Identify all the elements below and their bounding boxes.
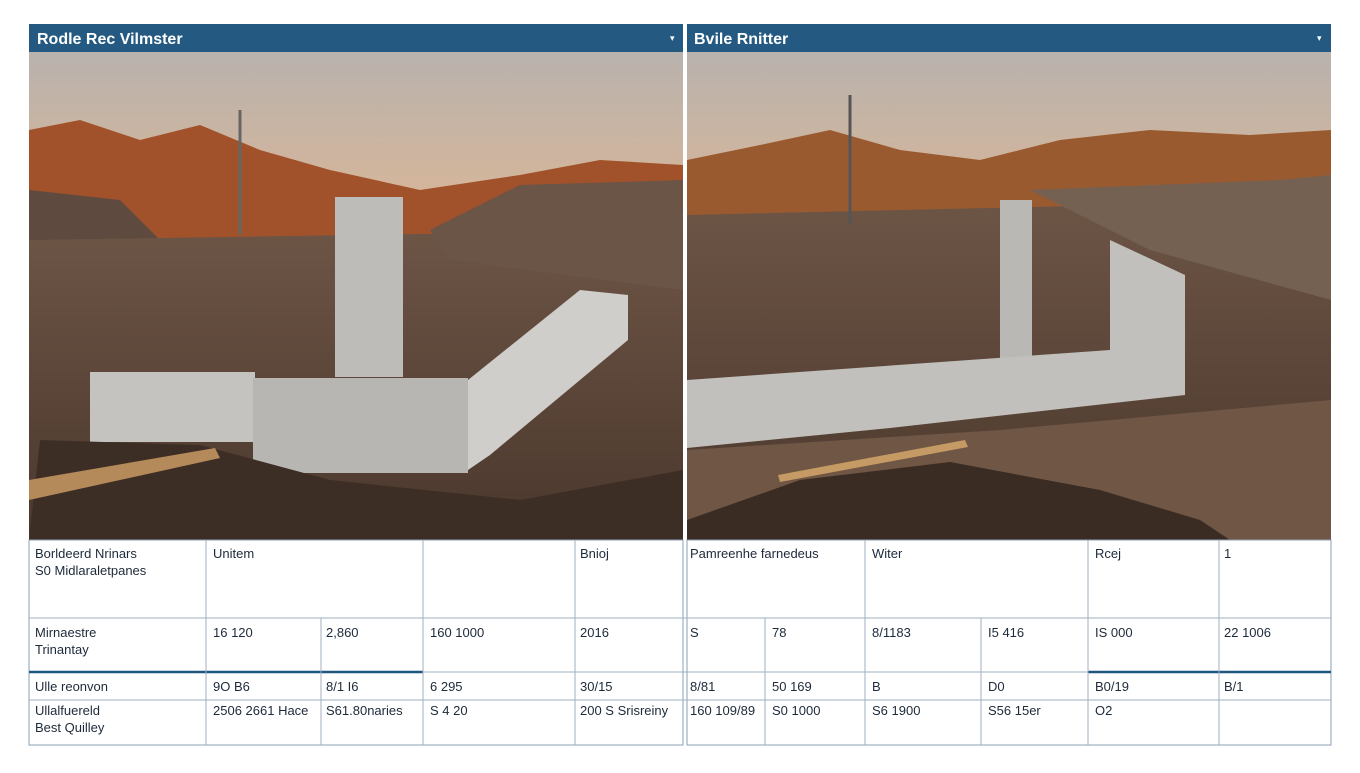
menu-icon[interactable]: ▾ bbox=[1317, 33, 1322, 43]
table-cell: 16 120 bbox=[213, 625, 253, 640]
table-cell: D0 bbox=[988, 679, 1005, 694]
table-cell: Ullalfuereld bbox=[35, 703, 100, 718]
table-cell: Mirnaestre bbox=[35, 625, 96, 640]
table-cell: 8/1 I6 bbox=[326, 679, 359, 694]
table-cell: O2 bbox=[1095, 703, 1112, 718]
table-cell: 160 1000 bbox=[430, 625, 484, 640]
table-cell: 1 bbox=[1224, 546, 1231, 561]
table-cell: S56 15er bbox=[988, 703, 1041, 718]
table-cell: B bbox=[872, 679, 881, 694]
table-cell: Witer bbox=[872, 546, 903, 561]
table-cell: Borldeerd Nrinars bbox=[35, 546, 137, 561]
table-cell: S6 1900 bbox=[872, 703, 920, 718]
table-cell: 2506 2661 Hace bbox=[213, 703, 308, 718]
table-cell: 200 S Srisreiny bbox=[580, 703, 669, 718]
photo bbox=[687, 52, 1331, 540]
panel-header bbox=[687, 24, 1331, 52]
table-cell: 2016 bbox=[580, 625, 609, 640]
table-cell: 30/15 bbox=[580, 679, 613, 694]
table-cell: S 4 20 bbox=[430, 703, 468, 718]
table-cell: 22 1006 bbox=[1224, 625, 1271, 640]
table-frame bbox=[686, 539, 1332, 746]
table-cell: 8/1183 bbox=[872, 625, 911, 640]
left-panel: Rodle Rec Vilmster ▾ bbox=[29, 24, 683, 540]
table-cell: 2,860 bbox=[326, 625, 359, 640]
table-cell: 78 bbox=[772, 625, 786, 640]
menu-icon[interactable]: ▾ bbox=[670, 33, 675, 43]
table-cell: Pamreenhe farnedeus bbox=[690, 546, 819, 561]
table-cell: S0 Midlaraletpanes bbox=[35, 563, 147, 578]
right-panel: Bvile Rnitter ▾ bbox=[687, 24, 1331, 540]
table-cell: Trinantay bbox=[35, 642, 89, 657]
table-cell: B0/19 bbox=[1095, 679, 1129, 694]
table-cell: Ulle reonvon bbox=[35, 679, 108, 694]
table-cell: B/1 bbox=[1224, 679, 1244, 694]
table-cell: 9O B6 bbox=[213, 679, 250, 694]
table-cell: Best Quilley bbox=[35, 720, 105, 735]
table-cell: S0 1000 bbox=[772, 703, 820, 718]
table-cell: S bbox=[690, 625, 699, 640]
table-cell: Unitem bbox=[213, 546, 254, 561]
panel-title: Rodle Rec Vilmster bbox=[37, 31, 183, 48]
table-cell: Rcej bbox=[1095, 546, 1121, 561]
panel-title: Bvile Rnitter bbox=[694, 31, 788, 48]
table-cell: I5 416 bbox=[988, 625, 1024, 640]
table-cell: 50 169 bbox=[772, 679, 812, 694]
photo bbox=[29, 52, 683, 540]
table-frame bbox=[28, 539, 684, 746]
panel-header bbox=[29, 24, 683, 52]
table-cell: 6 295 bbox=[430, 679, 463, 694]
table-cell: IS 000 bbox=[1095, 625, 1133, 640]
table-cell: 8/81 bbox=[690, 679, 715, 694]
table-cell: 160 109/89 bbox=[690, 703, 755, 718]
data-table: Borldeerd Nrinars S0 Midlaraletpanes Unite… bbox=[28, 539, 1332, 746]
table-cell: S61.80naries bbox=[326, 703, 403, 718]
table-cell: Bnioj bbox=[580, 546, 609, 561]
